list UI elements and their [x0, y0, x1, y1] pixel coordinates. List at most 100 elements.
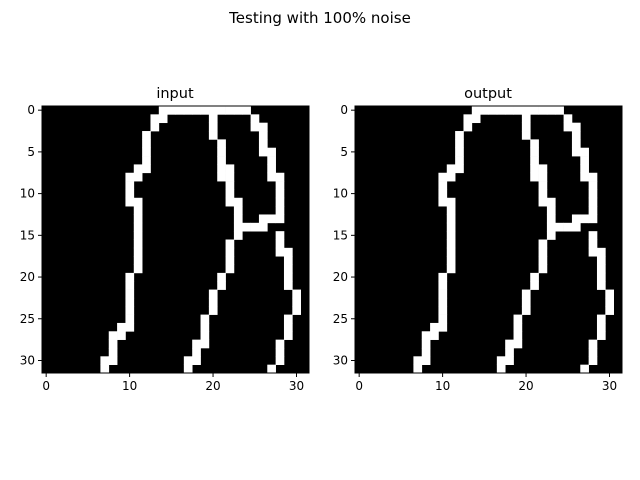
- heatmap-cell: [208, 297, 218, 307]
- heatmap-cell: [275, 356, 285, 365]
- heatmap-cell: [438, 314, 448, 324]
- heatmap-cell: [283, 256, 293, 265]
- heatmap-cell: [605, 297, 614, 307]
- heatmap-cell: [546, 197, 556, 207]
- heatmap-cell: [192, 347, 201, 357]
- heatmap-cell: [142, 139, 151, 149]
- heatmap-cell: [563, 114, 573, 124]
- heatmap-cell: [192, 339, 201, 349]
- heatmap-cell: [208, 114, 218, 124]
- heatmap-cell: [275, 206, 285, 215]
- heatmap-cell: [588, 239, 598, 249]
- heatmap-cell: [588, 189, 598, 199]
- heatmap-cell: [242, 222, 251, 232]
- heatmap-cell: [142, 164, 151, 174]
- heatmap-cell: [258, 131, 268, 140]
- heatmap-cell: [530, 172, 539, 182]
- heatmap-cell: [421, 356, 431, 365]
- heatmap-cell: [571, 131, 581, 140]
- heatmap-cell: [430, 331, 439, 340]
- heatmap-cell: [438, 272, 448, 282]
- heatmap-cell: [100, 356, 110, 365]
- y-tick-label: 10: [20, 187, 35, 201]
- heatmap-cell: [530, 272, 539, 282]
- heatmap-cell: [538, 164, 548, 174]
- heatmap-cell: [521, 131, 531, 140]
- heatmap-cell: [292, 306, 301, 315]
- heatmap-cell: [133, 256, 143, 265]
- heatmap-cell: [250, 114, 260, 124]
- x-tick-label: 0: [355, 379, 363, 393]
- heatmap-cell: [588, 214, 598, 224]
- heatmap-cell: [267, 364, 276, 374]
- heatmap-cell: [530, 147, 539, 157]
- heatmap-cell: [208, 122, 218, 132]
- heatmap-cell: [217, 139, 226, 149]
- heatmap-cell: [555, 222, 564, 232]
- heatmap-cell: [217, 164, 226, 174]
- heatmap-cell: [258, 222, 268, 232]
- heatmap-cell: [455, 139, 464, 149]
- y-tick-label: 5: [340, 145, 348, 159]
- heatmap-cell: [438, 181, 448, 190]
- heatmap-cell: [446, 206, 456, 215]
- heatmap-background-input: [42, 106, 309, 373]
- heatmap-cell: [225, 256, 235, 265]
- y-tick-label: 20: [333, 270, 348, 284]
- heatmap-cell: [571, 147, 581, 157]
- heatmap-cell: [183, 106, 193, 115]
- heatmap-cell: [275, 189, 285, 199]
- heatmap-cell: [275, 172, 285, 182]
- heatmap-cell: [571, 122, 581, 132]
- heatmap-cell: [588, 231, 598, 240]
- heatmap-cell: [446, 256, 456, 265]
- heatmap-cell: [580, 147, 589, 157]
- heatmap-cell: [571, 139, 581, 149]
- heatmap-cell: [588, 197, 598, 207]
- heatmap-cell: [133, 214, 143, 224]
- heatmap-cell: [596, 264, 606, 274]
- heatmap-cell: [225, 247, 235, 257]
- heatmap-cell: [283, 322, 293, 332]
- heatmap-cell: [233, 222, 243, 232]
- heatmap-cell: [233, 197, 243, 207]
- axes-frame-input: [41, 105, 310, 374]
- heatmap-cell: [538, 172, 548, 182]
- heatmap-cell: [283, 247, 293, 257]
- heatmap-cell: [488, 106, 498, 115]
- heatmap-cell: [133, 172, 143, 182]
- heatmap-cell: [117, 322, 126, 332]
- panel-title-output: output: [464, 86, 512, 102]
- heatmap-cell: [275, 247, 285, 257]
- heatmap-cells-output: [355, 106, 622, 374]
- heatmap-cell: [538, 247, 548, 257]
- y-tick-label: 5: [27, 145, 35, 159]
- heatmap-cell: [233, 231, 243, 240]
- heatmap-cell: [208, 131, 218, 140]
- heatmap-cell: [108, 339, 118, 349]
- heatmap-cell: [258, 122, 268, 132]
- heatmap-cell: [225, 172, 235, 182]
- heatmap-cell: [125, 314, 135, 324]
- x-tick-label: 30: [289, 379, 304, 393]
- heatmap-cell: [513, 106, 523, 115]
- heatmap-cell: [275, 339, 285, 349]
- heatmap-cell: [605, 306, 614, 315]
- heatmap-cell: [258, 147, 268, 157]
- x-tick-label: 20: [205, 379, 220, 393]
- heatmap-cell: [605, 289, 614, 299]
- y-tick-label: 30: [333, 353, 348, 367]
- heatmap-cell: [421, 331, 431, 340]
- heatmap-cell: [446, 239, 456, 249]
- heatmap-cell: [521, 297, 531, 307]
- heatmap-cell: [521, 106, 531, 115]
- heatmap-cell: [538, 264, 548, 274]
- heatmap-cell: [133, 264, 143, 274]
- heatmap-cell: [421, 347, 431, 357]
- heatmap-cell: [446, 222, 456, 232]
- heatmap-cell: [438, 189, 448, 199]
- heatmap-cell: [167, 106, 176, 115]
- y-tick-label: 25: [20, 312, 35, 326]
- heatmap-cell: [455, 156, 464, 165]
